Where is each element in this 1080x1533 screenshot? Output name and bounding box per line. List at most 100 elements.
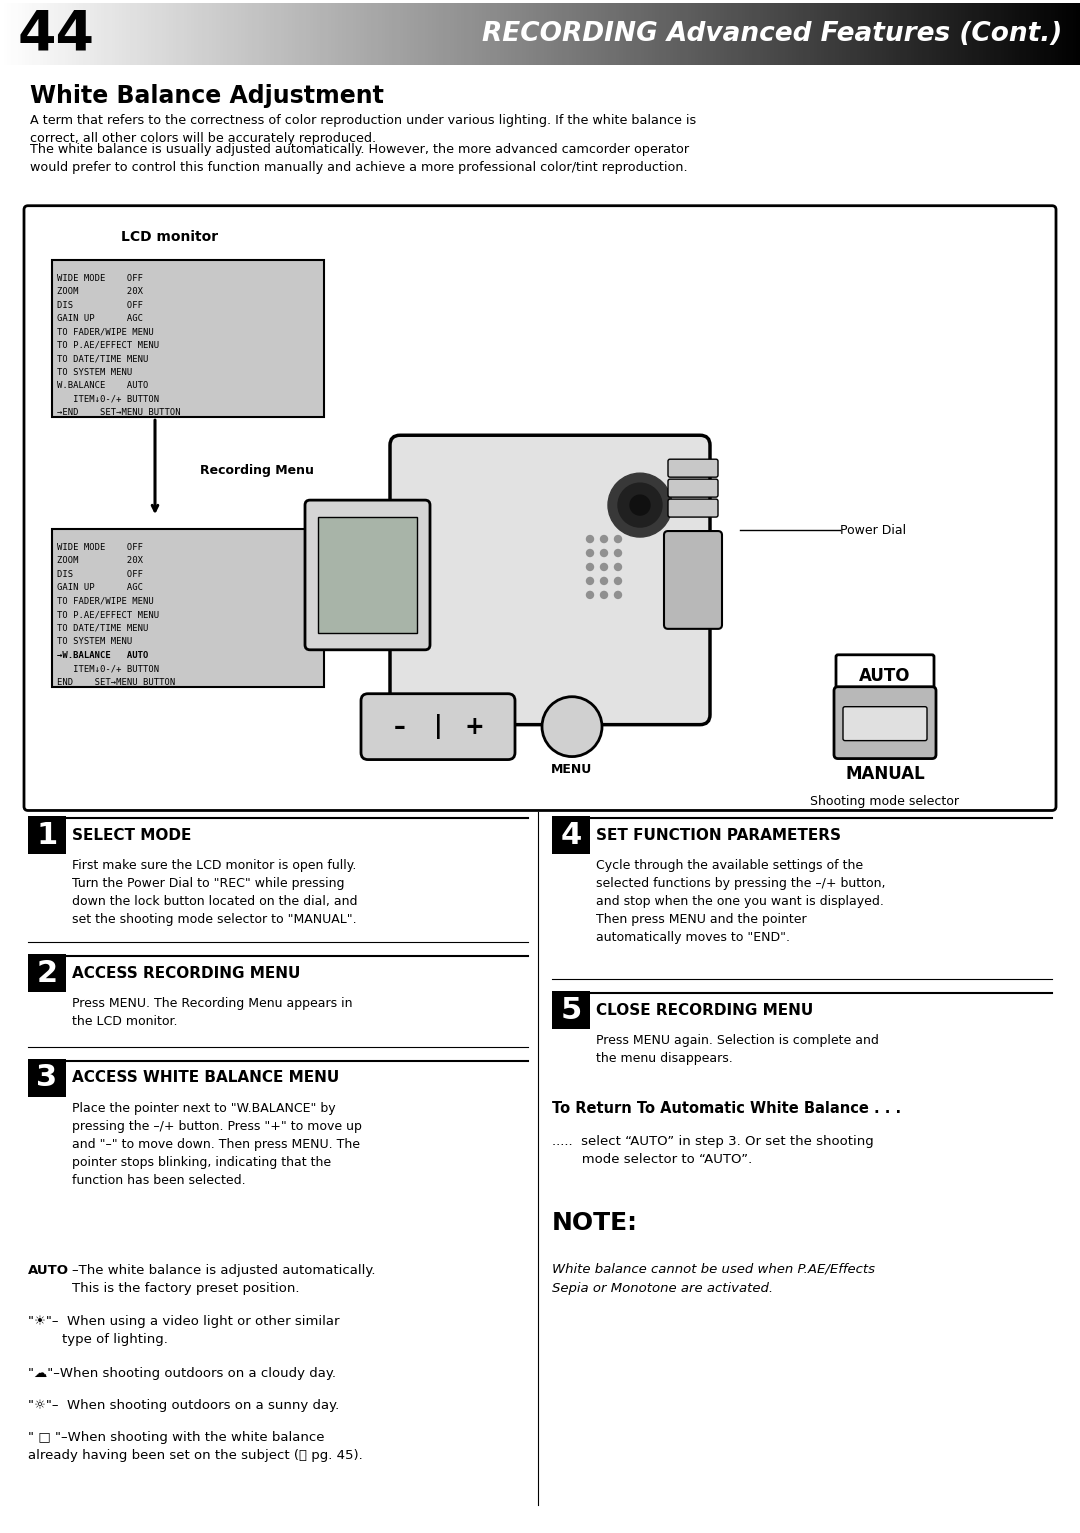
Bar — [54, 3, 58, 64]
Bar — [122, 3, 127, 64]
Bar — [356, 3, 361, 64]
Bar — [861, 3, 865, 64]
Bar — [940, 3, 944, 64]
Text: TO SYSTEM MENU: TO SYSTEM MENU — [57, 368, 132, 377]
Bar — [310, 3, 314, 64]
Text: SELECT MODE: SELECT MODE — [72, 828, 191, 843]
Circle shape — [600, 592, 607, 598]
Bar — [738, 3, 743, 64]
Bar — [828, 3, 833, 64]
Bar — [640, 3, 646, 64]
Bar — [969, 3, 973, 64]
Bar — [173, 3, 177, 64]
Bar — [929, 3, 933, 64]
Bar — [694, 3, 700, 64]
Bar — [83, 3, 87, 64]
Text: Power Dial: Power Dial — [840, 524, 906, 537]
Text: Recording Menu: Recording Menu — [200, 463, 314, 477]
Bar — [108, 3, 112, 64]
Bar — [457, 3, 462, 64]
Bar — [28, 1059, 66, 1098]
Bar — [116, 3, 120, 64]
Bar — [111, 3, 117, 64]
Bar — [349, 3, 354, 64]
Bar — [1058, 3, 1063, 64]
Bar — [666, 3, 671, 64]
Text: 44: 44 — [18, 8, 95, 61]
Bar — [608, 3, 613, 64]
Bar — [11, 3, 15, 64]
Circle shape — [600, 535, 607, 543]
Bar — [961, 3, 966, 64]
Bar — [410, 3, 415, 64]
Text: ZOOM         20X: ZOOM 20X — [57, 287, 143, 296]
Bar — [8, 3, 12, 64]
Bar — [552, 817, 590, 854]
Bar — [796, 3, 800, 64]
Bar — [36, 3, 41, 64]
Text: "☁"–When shooting outdoors on a cloudy day.: "☁"–When shooting outdoors on a cloudy d… — [28, 1367, 336, 1380]
Bar — [554, 3, 559, 64]
Text: First make sure the LCD monitor is open fully.
Turn the Power Dial to "REC" whil: First make sure the LCD monitor is open … — [72, 860, 357, 926]
Bar — [1034, 3, 1038, 64]
Bar — [424, 3, 430, 64]
Text: TO SYSTEM MENU: TO SYSTEM MENU — [57, 638, 132, 647]
Bar — [292, 3, 296, 64]
Bar — [994, 3, 998, 64]
Bar — [745, 3, 750, 64]
Bar — [94, 3, 98, 64]
Bar — [990, 3, 995, 64]
Bar — [208, 3, 214, 64]
Bar — [364, 3, 368, 64]
Bar — [1037, 3, 1041, 64]
Bar — [313, 3, 318, 64]
Bar — [440, 3, 444, 64]
Bar — [839, 3, 843, 64]
Bar — [180, 3, 185, 64]
Text: TO DATE/TIME MENU: TO DATE/TIME MENU — [57, 624, 148, 633]
Bar — [1044, 3, 1049, 64]
Bar — [980, 3, 984, 64]
Bar — [159, 3, 163, 64]
Text: GAIN UP      AGC: GAIN UP AGC — [57, 314, 143, 323]
Text: Press MENU. The Recording Menu appears in
the LCD monitor.: Press MENU. The Recording Menu appears i… — [72, 996, 352, 1029]
Bar — [770, 3, 775, 64]
Bar — [446, 3, 451, 64]
Bar — [238, 3, 242, 64]
Bar — [68, 3, 73, 64]
Bar — [918, 3, 922, 64]
Bar — [353, 3, 357, 64]
Bar — [792, 3, 797, 64]
Bar — [878, 3, 883, 64]
Bar — [543, 3, 549, 64]
Text: END    SET→MENU BUTTON: END SET→MENU BUTTON — [57, 678, 175, 687]
Bar — [662, 3, 667, 64]
Bar — [29, 3, 33, 64]
Text: ITEM↓0-/+ BUTTON: ITEM↓0-/+ BUTTON — [57, 396, 159, 403]
Text: White Balance Adjustment: White Balance Adjustment — [30, 84, 383, 107]
Circle shape — [615, 592, 621, 598]
Text: TO P.AE/EFFECT MENU: TO P.AE/EFFECT MENU — [57, 340, 159, 350]
Bar — [52, 259, 324, 417]
Bar — [28, 817, 66, 854]
Bar — [720, 3, 725, 64]
Bar — [1026, 3, 1030, 64]
Text: ACCESS WHITE BALANCE MENU: ACCESS WHITE BALANCE MENU — [72, 1070, 339, 1085]
Bar — [414, 3, 419, 64]
Text: AUTO: AUTO — [28, 1263, 69, 1277]
Bar — [551, 3, 555, 64]
Bar — [105, 3, 109, 64]
Bar — [227, 3, 231, 64]
Bar — [52, 529, 324, 687]
Bar — [133, 3, 138, 64]
Bar — [569, 3, 573, 64]
Bar — [464, 3, 469, 64]
Bar — [224, 3, 228, 64]
Bar — [198, 3, 203, 64]
Bar — [586, 3, 592, 64]
Circle shape — [615, 578, 621, 584]
Text: TO DATE/TIME MENU: TO DATE/TIME MENU — [57, 354, 148, 363]
Bar — [346, 3, 350, 64]
Text: ITEM↓0-/+ BUTTON: ITEM↓0-/+ BUTTON — [57, 664, 159, 673]
Bar — [148, 3, 152, 64]
